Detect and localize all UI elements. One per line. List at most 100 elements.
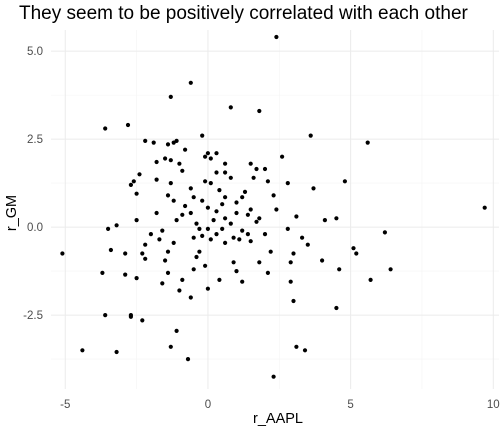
data-point [223,161,228,166]
data-point [245,212,250,217]
data-point [180,168,185,173]
data-point [203,179,208,184]
data-point [134,276,139,281]
data-point [223,216,228,221]
data-point [191,267,196,272]
data-point [188,186,193,191]
data-point [291,251,296,256]
data-point [168,181,173,186]
data-point [108,247,113,253]
data-point [337,267,342,272]
data-point [217,277,222,282]
data-point [217,188,222,193]
data-point [194,254,199,260]
data-point [231,260,236,265]
data-point [174,328,179,333]
data-point [285,226,290,231]
data-point [205,205,210,210]
data-point [128,314,133,319]
data-point [214,170,219,175]
data-point [265,179,270,184]
data-point [180,212,185,217]
data-point [223,195,228,200]
data-point [300,235,305,240]
data-point [268,249,273,254]
data-point [157,237,162,242]
data-point [308,133,313,138]
data-point [125,122,131,128]
data-point [237,237,242,242]
y-tick-label: 2.5 [27,134,43,146]
data-point [302,348,308,353]
data-point [114,223,119,228]
data-point [254,166,259,172]
data-point [60,251,65,256]
data-point [248,239,253,244]
data-point [123,251,128,256]
data-point [165,142,171,147]
data-point [262,166,268,172]
data-point [140,318,145,323]
data-point [128,182,133,187]
data-point [342,179,347,184]
data-point [183,147,188,152]
data-point [200,133,205,138]
x-tick-label: 5 [347,399,353,411]
data-point [228,105,233,110]
data-point [257,108,262,114]
data-point [257,260,262,265]
data-point [294,214,299,219]
plot-grid [51,30,499,389]
data-point [200,233,205,238]
data-point [248,161,253,166]
data-point [354,251,359,256]
data-point [274,207,279,212]
data-point [228,221,233,226]
data-point [365,140,370,145]
data-point [188,210,193,216]
data-point [245,232,250,237]
data-point [154,177,159,182]
data-point [234,269,239,274]
data-point [180,277,185,282]
data-point [240,228,245,233]
data-point [271,193,276,198]
data-point [257,216,262,221]
data-point [334,305,339,311]
data-point [185,357,191,362]
data-point [214,151,219,156]
data-point [160,281,165,286]
y-axis-tick-labels: -2.5 0.0 2.5 5.0 [23,46,43,322]
data-point [294,344,299,349]
x-tick-label: 0 [205,399,211,411]
data-point [151,140,156,145]
data-point [165,270,171,275]
chart-title: They seem to be positively correlated wi… [19,3,469,24]
data-point [191,195,196,200]
data-point [220,202,225,207]
data-point [165,193,171,198]
data-point [137,172,142,177]
data-point [228,175,233,180]
data-point [220,226,225,231]
data-point [280,154,285,159]
data-point [103,126,108,131]
data-points [60,34,487,379]
data-point [143,256,148,261]
data-point [482,205,487,210]
data-point [168,94,173,99]
data-point [165,249,171,254]
data-point [174,138,179,143]
data-point [197,249,202,254]
data-point [174,218,179,223]
data-point [188,80,193,85]
data-point [154,159,159,165]
data-point [103,313,108,318]
data-point [171,240,176,245]
data-point [274,34,279,40]
data-point [188,295,193,300]
data-point [291,298,296,304]
data-point [168,158,173,163]
data-point [106,226,111,231]
data-point [131,179,136,184]
